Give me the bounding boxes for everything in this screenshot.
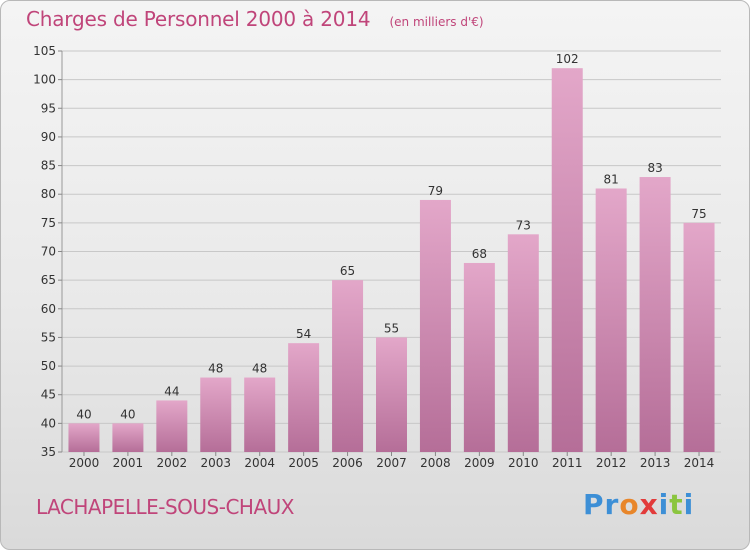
x-tick-label-2004: 2004: [244, 456, 275, 470]
bar-2009: [463, 262, 495, 452]
y-tick-label: 55: [41, 330, 56, 344]
chart-subtitle: (en milliers d'€): [389, 15, 484, 29]
bar-2003: [200, 377, 232, 452]
y-tick-label: 75: [41, 216, 56, 230]
value-label-2003: 48: [208, 362, 223, 376]
y-tick-label: 65: [41, 273, 56, 287]
value-label-2014: 75: [691, 207, 706, 221]
x-tick-label-2009: 2009: [464, 456, 495, 470]
bars: [68, 68, 715, 452]
title-row: Charges de Personnel 2000 à 2014 (en mil…: [26, 7, 484, 31]
bar-2005: [288, 343, 320, 452]
logo-letter: i: [683, 488, 695, 521]
y-tick-label: 60: [41, 302, 56, 316]
x-tick-label-2001: 2001: [113, 456, 144, 470]
y-tick-label: 105: [33, 44, 56, 58]
bar-2011: [551, 68, 583, 452]
x-tick-label-2006: 2006: [332, 456, 363, 470]
x-tick-label-2012: 2012: [596, 456, 627, 470]
logo-letter: P: [583, 488, 605, 521]
y-tick-label: 95: [41, 101, 56, 115]
x-tick-label-2008: 2008: [420, 456, 451, 470]
logo-letter: o: [619, 488, 640, 521]
x-tick-label-2014: 2014: [684, 456, 715, 470]
value-label-2006: 65: [340, 264, 355, 278]
value-label-2008: 79: [428, 184, 443, 198]
value-label-2007: 55: [384, 321, 399, 335]
bar-2006: [332, 280, 364, 452]
bar-2010: [507, 234, 539, 452]
y-tick-label: 80: [41, 187, 56, 201]
bar-2013: [639, 177, 671, 452]
bar-2000: [68, 423, 100, 452]
value-label-2000: 40: [76, 407, 91, 421]
y-tick-label: 90: [41, 130, 56, 144]
x-tick-label-2005: 2005: [288, 456, 319, 470]
y-tick-label: 35: [41, 445, 56, 459]
proxiti-logo[interactable]: Proxiti: [583, 488, 694, 521]
x-tick-label-2013: 2013: [640, 456, 671, 470]
y-tick-label: 40: [41, 416, 56, 430]
y-axis-ticks: 35 40 45 50 55 60 65 70 75 80 85 90 95 100 105: [33, 44, 62, 459]
x-tick-label-2007: 2007: [376, 456, 407, 470]
x-tick-label-2010: 2010: [508, 456, 539, 470]
bar-2002: [156, 400, 188, 452]
x-tick-label-2003: 2003: [200, 456, 231, 470]
bar-2001: [112, 423, 144, 452]
value-label-2002: 44: [164, 384, 179, 398]
bar-2004: [244, 377, 276, 452]
bar-2014: [683, 222, 715, 452]
x-tick-label-2000: 2000: [69, 456, 100, 470]
logo-letter: r: [604, 488, 620, 521]
x-tick-label-2002: 2002: [157, 456, 188, 470]
value-label-2012: 81: [604, 172, 619, 186]
logo-letter: i: [658, 488, 670, 521]
value-label-2005: 54: [296, 327, 311, 341]
value-label-2001: 40: [120, 407, 135, 421]
bar-2008: [419, 199, 451, 452]
value-label-2009: 68: [472, 247, 487, 261]
chart-title: Charges de Personnel 2000 à 2014: [26, 7, 371, 31]
y-tick-label: 100: [33, 73, 56, 87]
value-label-2013: 83: [647, 161, 662, 175]
logo-letter: t: [669, 488, 684, 521]
x-tick-label-2011: 2011: [552, 456, 583, 470]
bar-2012: [595, 188, 627, 452]
y-tick-label: 50: [41, 359, 56, 373]
value-label-2004: 48: [252, 362, 267, 376]
x-axis-ticks: 2000 2001 2002 2003 2004 2005 2006 2007 2008 2009…: [69, 452, 715, 470]
value-label-2010: 73: [516, 218, 531, 232]
y-tick-label: 85: [41, 159, 56, 173]
logo-letter: x: [639, 488, 659, 521]
y-tick-label: 70: [41, 245, 56, 259]
commune-name: LACHAPELLE-SOUS-CHAUX: [36, 495, 294, 519]
y-tick-label: 45: [41, 388, 56, 402]
value-label-2011: 102: [556, 52, 579, 66]
bar-2007: [376, 337, 407, 452]
value-labels: 40 40 44 48 48 54 65 55 79 68 73 102 81 83 75: [76, 52, 706, 421]
